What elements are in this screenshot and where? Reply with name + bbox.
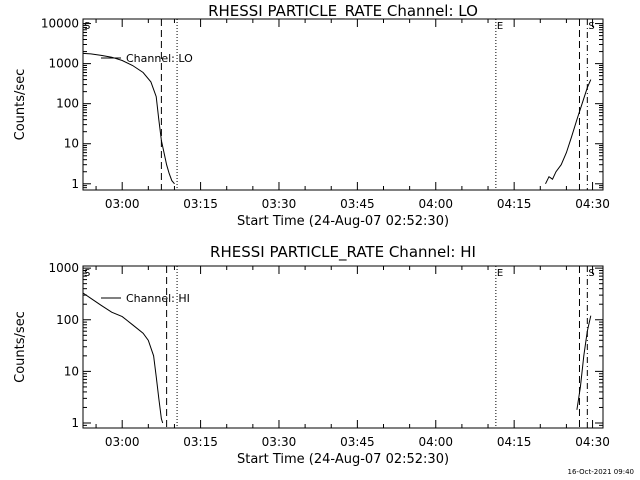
y-tick-label: 1 [71,177,79,191]
series-line [576,315,592,410]
event-marker-label: S [588,268,594,279]
y-tick-label: 10 [64,137,79,151]
x-axis-label: Start Time (24-Aug-07 02:52:30) [237,214,449,229]
x-tick-label: 04:30 [575,435,610,449]
x-tick-label: 04:00 [418,197,453,211]
event-marker-label: S [84,21,90,32]
y-tick-label: 100 [56,97,79,111]
x-tick-label: 03:30 [262,197,297,211]
x-tick-label: 03:30 [262,435,297,449]
event-marker-label: E [497,268,503,279]
event-marker-label: S [84,268,90,279]
event-marker-label: S [588,21,594,32]
x-tick-label: 04:15 [497,435,532,449]
chart-panel-1: RHESSI PARTICLE_RATE Channel: LO 1 10 100 10… [13,2,610,229]
y-axis-label: Counts/sec [13,311,28,383]
y-tick-label: 1 [71,416,79,430]
y-axis-label: Counts/sec [13,69,28,141]
x-tick-label: 03:45 [340,435,375,449]
x-tick-label: 04:30 [575,197,610,211]
y-tick-label: 1000 [48,261,79,275]
chart-title: RHESSI PARTICLE_RATE Channel: LO [208,2,478,21]
y-tick-label: 100 [56,313,79,327]
x-tick-label: 03:45 [340,197,375,211]
series-line [82,52,175,185]
x-tick-label: 04:00 [418,435,453,449]
series-line [545,79,592,185]
legend-label: Channel: LO [126,52,193,65]
legend-label: Channel: HI [126,292,190,305]
y-tick-label: 1000 [48,57,79,71]
x-axis-label: Start Time (24-Aug-07 02:52:30) [237,452,449,467]
x-tick-label: 03:00 [105,435,140,449]
event-marker-label: E [497,21,503,32]
x-tick-label: 04:15 [497,197,532,211]
y-tick-label: 10000 [41,17,79,31]
chart-panel-2: RHESSI PARTICLE_RATE Channel: HI 1 10 100 10… [13,243,610,467]
plot-frame [82,265,604,429]
series-line [82,292,164,424]
x-tick-label: 03:00 [105,197,140,211]
x-tick-label: 03:15 [183,435,218,449]
y-tick-label: 10 [64,364,79,378]
footer-date-stamp: 16-Oct-2021 09:40 [567,468,634,476]
chart-title: RHESSI PARTICLE_RATE Channel: HI [210,243,476,262]
x-tick-label: 03:15 [183,197,218,211]
